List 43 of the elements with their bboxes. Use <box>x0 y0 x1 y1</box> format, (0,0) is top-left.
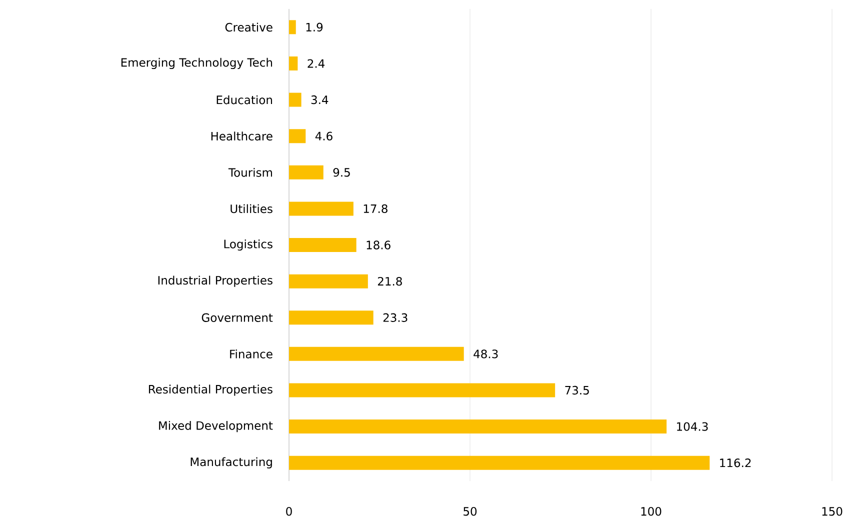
data-label: 9.5 <box>333 168 350 177</box>
y-tick-label: Residential Properties <box>148 384 272 396</box>
y-tick-label: Healthcare <box>211 132 272 141</box>
bar <box>289 420 667 434</box>
x-tick-label: 100 <box>641 507 662 516</box>
bar <box>289 310 374 325</box>
data-label: 3.4 <box>311 95 328 104</box>
data-label: 23.3 <box>383 313 408 322</box>
data-label: 116.2 <box>720 458 751 468</box>
bar <box>289 238 356 252</box>
y-tick-label: Emerging Technology Tech <box>121 58 272 70</box>
data-label: 48.3 <box>474 350 498 358</box>
data-label: 4.6 <box>315 132 332 140</box>
x-tick-label: 0 <box>286 507 292 516</box>
data-label: 2.4 <box>308 59 325 68</box>
bar <box>289 383 556 398</box>
bar <box>289 202 354 216</box>
bar <box>289 20 296 34</box>
y-tick-label: Education <box>216 95 272 104</box>
data-label: 73.5 <box>565 386 589 395</box>
y-tick-label: Logistics <box>224 239 272 251</box>
y-tick-label: Mixed Development <box>159 420 273 432</box>
bar <box>289 346 464 361</box>
data-label: 17.8 <box>364 204 388 214</box>
y-tick-label: Utilities <box>230 204 272 214</box>
bar <box>289 456 710 470</box>
x-tick-label: 150 <box>822 507 842 516</box>
y-tick-label: Tourism <box>228 168 272 177</box>
bar <box>289 92 302 107</box>
x-tick-label: 50 <box>464 507 477 516</box>
bar <box>289 56 298 70</box>
y-tick-label: Manufacturing <box>190 457 272 468</box>
data-label: 21.8 <box>378 276 402 286</box>
y-tick-label: Government <box>202 313 273 322</box>
data-label: 1.9 <box>306 22 323 32</box>
bar <box>289 165 324 180</box>
data-label: 104.3 <box>677 422 708 431</box>
bar <box>289 129 306 144</box>
y-tick-label: Industrial Properties <box>158 276 272 287</box>
y-tick-label: Creative <box>225 22 272 32</box>
y-tick-label: Finance <box>230 349 272 358</box>
bar <box>289 274 368 288</box>
data-label: 18.6 <box>366 240 390 250</box>
